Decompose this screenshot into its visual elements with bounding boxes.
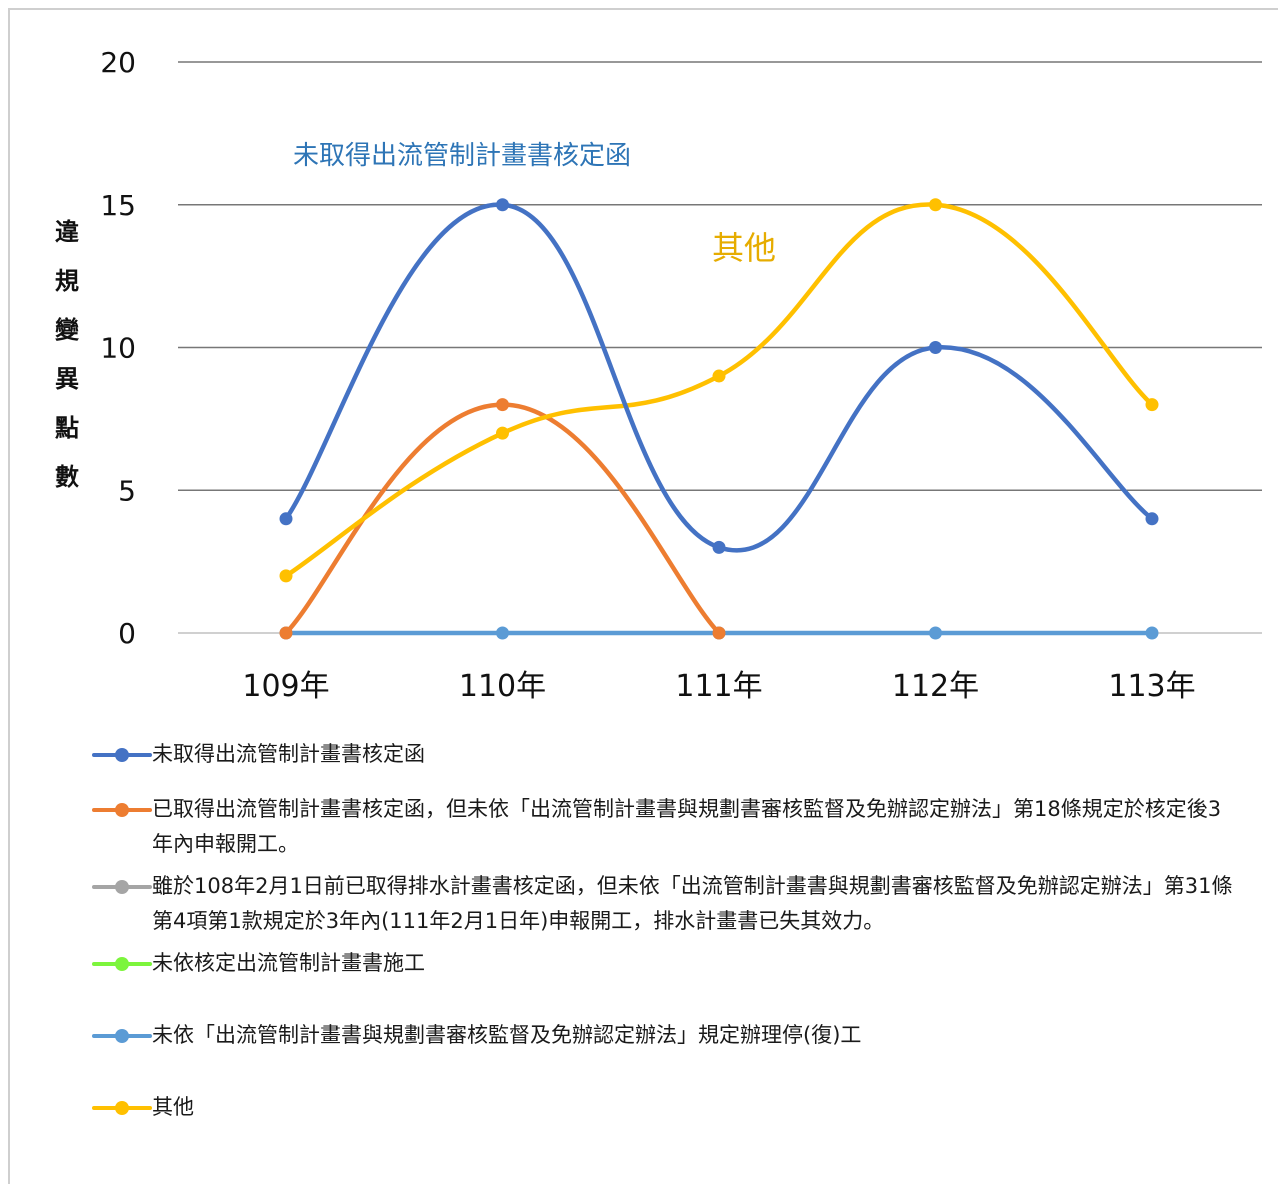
legend-item: 未依核定出流管制計畫書施工 <box>92 939 1242 981</box>
legend-item: 其他 <box>92 1083 1242 1125</box>
data-point <box>496 198 509 212</box>
y-axis-label-char: 異 <box>55 365 79 393</box>
legend-swatch <box>92 785 152 825</box>
series-5 <box>279 198 1159 583</box>
legend-item: 未取得出流管制計畫書核定函 <box>92 730 1242 772</box>
y-axis-label-char: 變 <box>55 316 80 344</box>
y-tick-label: 15 <box>100 189 136 222</box>
data-point <box>712 540 726 554</box>
data-point <box>279 569 293 583</box>
chart-frame <box>8 8 1278 1184</box>
legend-item: 雖於108年2月1日前已取得排水計畫書核定函，但未依「出流管制計畫書與規劃書審核… <box>92 862 1242 939</box>
data-point <box>279 512 293 526</box>
x-tick-label: 112年 <box>892 669 979 704</box>
y-tick-label: 0 <box>118 617 136 650</box>
y-axis-ticks: 0 5 10 15 20 <box>100 46 136 650</box>
legend-swatch <box>92 939 152 979</box>
legend-item: 已取得出流管制計畫書核定函，但未依「出流管制計畫書與規劃書審核監督及免辦認定辦法… <box>92 785 1242 862</box>
legend-label: 已取得出流管制計畫書核定函，但未依「出流管制計畫書與規劃書審核監督及免辦認定辦法… <box>152 797 1222 856</box>
series-0 <box>279 198 1159 554</box>
chart-legend: 未取得出流管制計畫書核定函 已取得出流管制計畫書核定函，但未依「出流管制計畫書與… <box>92 730 1242 1125</box>
x-axis-ticks: 109年 110年 111年 112年 113年 <box>242 669 1195 704</box>
legend-label: 未依「出流管制計畫書與規劃書審核監督及免辦認定辦法」規定辦理停(復)工 <box>152 1023 862 1047</box>
legend-label: 雖於108年2月1日前已取得排水計畫書核定函，但未依「出流管制計畫書與規劃書審核… <box>152 874 1233 933</box>
legend-label: 未依核定出流管制計畫書施工 <box>152 951 425 975</box>
legend-swatch <box>92 1011 152 1051</box>
series-line <box>283 202 1155 579</box>
data-point <box>929 198 942 212</box>
data-point <box>279 626 293 640</box>
y-axis-label-char: 數 <box>55 463 79 491</box>
legend-label: 未取得出流管制計畫書核定函 <box>152 742 425 766</box>
y-tick-label: 10 <box>100 332 136 365</box>
data-point <box>1145 626 1159 640</box>
y-axis-label-char: 違 <box>55 218 79 246</box>
y-tick-label: 5 <box>118 474 136 507</box>
legend-swatch <box>92 862 152 902</box>
series-line <box>283 202 1155 553</box>
y-axis-label-char: 規 <box>55 267 79 295</box>
data-point <box>712 626 726 640</box>
y-tick-label: 20 <box>100 46 136 79</box>
legend-item: 未依「出流管制計畫書與規劃書審核監督及免辦認定辦法」規定辦理停(復)工 <box>92 1011 1242 1053</box>
legend-label: 其他 <box>152 1095 194 1119</box>
legend-swatch <box>92 730 152 770</box>
data-point <box>1145 512 1159 526</box>
data-point <box>496 398 509 412</box>
data-point <box>496 426 509 440</box>
x-tick-label: 113年 <box>1108 669 1195 704</box>
series-1 <box>279 398 726 640</box>
data-point <box>712 369 726 383</box>
annotation-series-blue: 未取得出流管制計畫書核定函 <box>293 141 631 171</box>
x-tick-label: 111年 <box>675 669 762 704</box>
data-point <box>929 341 942 354</box>
legend-swatch <box>92 1083 152 1123</box>
x-tick-label: 109年 <box>242 669 329 704</box>
x-tick-label: 110年 <box>459 669 546 704</box>
series-lines <box>279 198 1159 640</box>
y-axis-label-char: 點 <box>55 414 79 442</box>
annotation-series-other: 其他 <box>712 229 776 267</box>
data-point <box>1145 398 1159 412</box>
data-point <box>496 626 509 640</box>
data-point <box>929 626 942 640</box>
